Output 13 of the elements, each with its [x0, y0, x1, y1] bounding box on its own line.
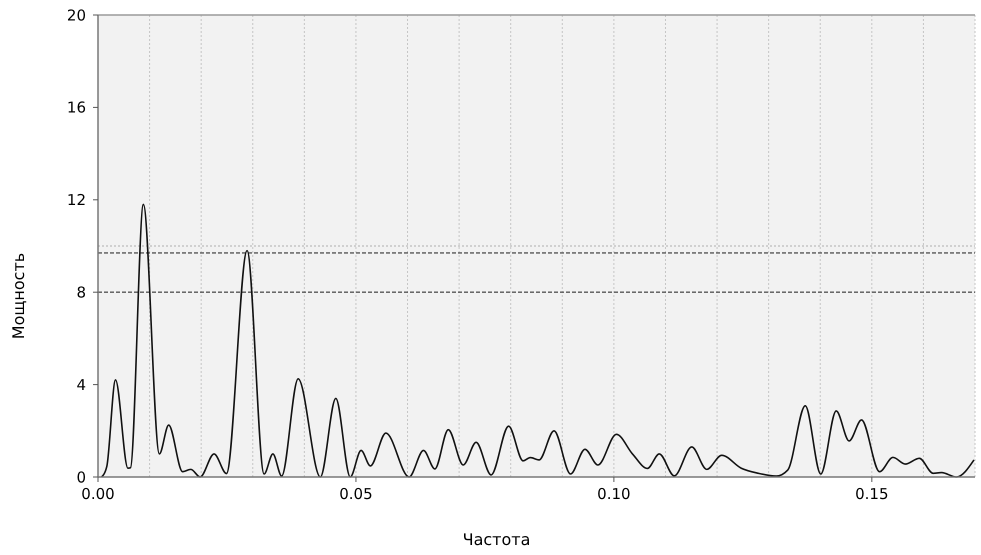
- x-tick-label: 0.05: [339, 485, 373, 503]
- y-tick-label: 4: [76, 376, 86, 394]
- y-tick-label: 0: [76, 468, 86, 486]
- y-tick-label: 20: [66, 6, 86, 24]
- x-axis-title: Частота: [462, 530, 530, 549]
- y-axis-title: Мощность: [9, 252, 28, 340]
- x-tick-label: 0.10: [597, 485, 631, 503]
- x-tick-label: 0.15: [855, 485, 889, 503]
- x-tick-label: 0.00: [81, 485, 115, 503]
- y-tick-label: 12: [66, 191, 86, 210]
- y-tick-label: 16: [66, 98, 86, 117]
- y-tick-label: 8: [76, 283, 86, 302]
- line-series: [100, 204, 975, 478]
